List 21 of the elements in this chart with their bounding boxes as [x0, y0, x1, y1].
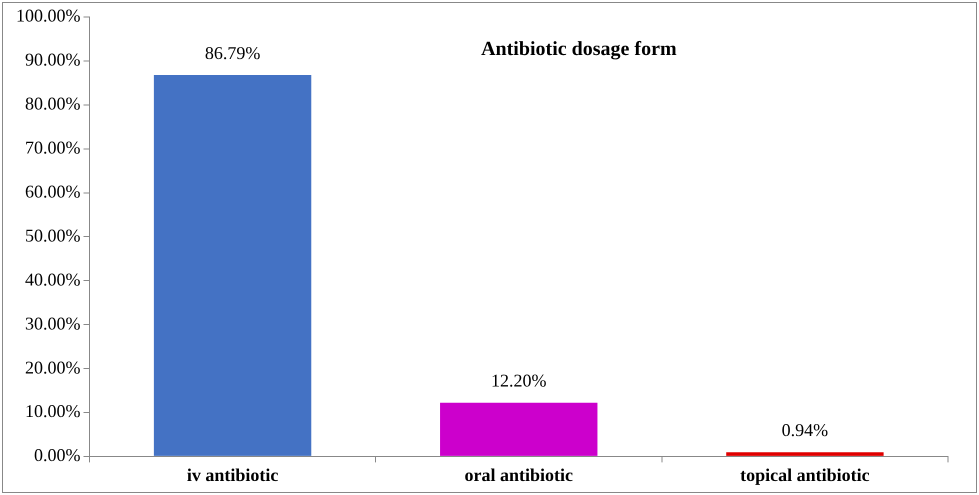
data-label: 0.94% — [782, 420, 828, 440]
data-label: 86.79% — [204, 42, 260, 63]
bar — [440, 402, 598, 456]
x-tick-label: oral antibiotic — [464, 464, 573, 485]
y-tick-label: 10.00% — [24, 401, 80, 422]
bar — [726, 452, 884, 456]
x-tick-label: iv antibiotic — [186, 464, 278, 485]
y-tick-label: 30.00% — [24, 313, 80, 334]
y-tick-label: 60.00% — [24, 181, 80, 202]
y-tick-label: 70.00% — [24, 138, 80, 158]
x-tick-label: topical antibiotic — [740, 464, 870, 485]
bar — [154, 75, 312, 456]
y-tick-label: 90.00% — [24, 50, 80, 70]
y-tick-label: 80.00% — [24, 94, 80, 114]
y-tick-label: 100.00% — [16, 6, 80, 26]
y-tick-label: 20.00% — [24, 357, 80, 378]
y-tick-label: 40.00% — [24, 269, 80, 290]
text: Antibiotic dosage form — [481, 38, 677, 60]
y-tick-label: 0.00% — [34, 445, 80, 466]
y-tick-label: 50.00% — [24, 225, 80, 246]
data-label: 12.20% — [490, 370, 546, 391]
